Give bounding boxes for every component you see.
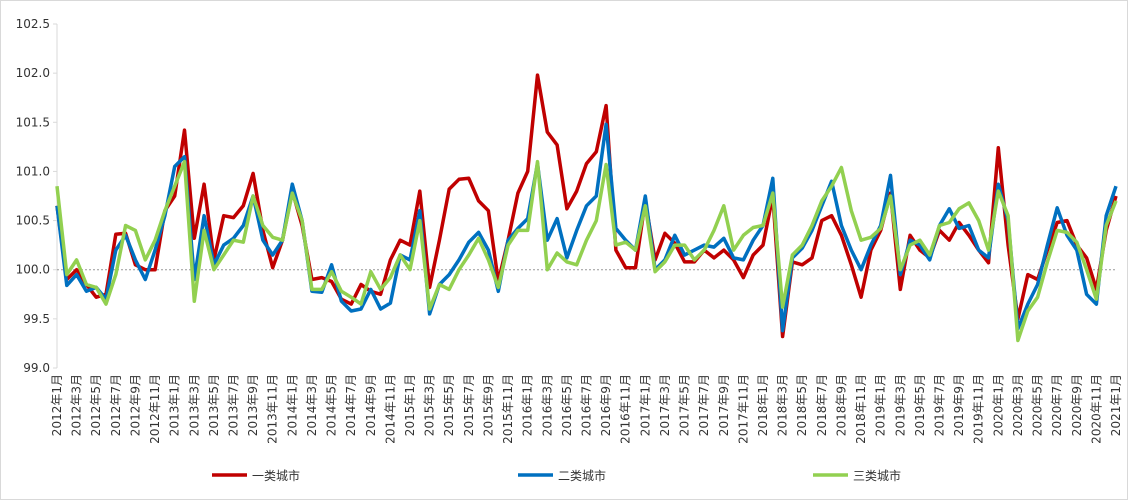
x-tick-label: 2015年11月 xyxy=(501,374,515,444)
x-tick-label: 2013年5月 xyxy=(207,374,221,436)
x-tick-label: 2013年9月 xyxy=(246,374,260,436)
x-tick-label: 2019年9月 xyxy=(952,374,966,436)
x-tick-label: 2013年1月 xyxy=(168,374,182,436)
x-tick-label: 2020年7月 xyxy=(1050,374,1064,436)
x-tick-label: 2015年9月 xyxy=(481,374,495,436)
y-tick-label: 102.5 xyxy=(16,17,50,31)
x-tick-label: 2017年1月 xyxy=(638,374,652,436)
y-tick-label: 100.0 xyxy=(16,263,50,277)
x-tick-label: 2019年11月 xyxy=(972,374,986,444)
x-tick-label: 2014年5月 xyxy=(325,374,339,436)
x-tick-label: 2016年9月 xyxy=(599,374,613,436)
x-tick-label: 2012年5月 xyxy=(89,374,103,436)
y-tick-label: 99.0 xyxy=(23,361,50,375)
x-tick-label: 2015年7月 xyxy=(462,374,476,436)
x-tick-label: 2017年11月 xyxy=(736,374,750,444)
x-tick-label: 2020年11月 xyxy=(1089,374,1103,444)
x-tick-label: 2012年9月 xyxy=(128,374,142,436)
x-tick-label: 2017年9月 xyxy=(717,374,731,436)
x-tick-label: 2012年1月 xyxy=(50,374,64,436)
x-tick-label: 2017年7月 xyxy=(697,374,711,436)
x-tick-label: 2020年3月 xyxy=(1011,374,1025,436)
x-tick-label: 2013年11月 xyxy=(266,374,280,444)
x-tick-label: 2018年3月 xyxy=(776,374,790,436)
y-tick-label: 102.0 xyxy=(16,66,50,80)
x-tick-label: 2014年3月 xyxy=(305,374,319,436)
x-tick-label: 2020年1月 xyxy=(991,374,1005,436)
y-tick-label: 101.5 xyxy=(16,115,50,129)
x-tick-label: 2014年1月 xyxy=(285,374,299,436)
x-tick-label: 2013年7月 xyxy=(227,374,241,436)
x-tick-label: 2021年1月 xyxy=(1109,374,1123,436)
legend-label: 三类城市 xyxy=(853,468,901,483)
x-tick-label: 2016年5月 xyxy=(560,374,574,436)
x-tick-label: 2017年5月 xyxy=(678,374,692,436)
series-line xyxy=(55,159,1118,343)
x-tick-label: 2019年1月 xyxy=(874,374,888,436)
x-tick-label: 2019年7月 xyxy=(933,374,947,436)
x-tick-label: 2012年3月 xyxy=(70,374,84,436)
x-tick-label: 2015年1月 xyxy=(403,374,417,436)
x-tick-label: 2012年7月 xyxy=(109,374,123,436)
y-tick-label: 100.5 xyxy=(16,214,50,228)
x-tick-label: 2018年11月 xyxy=(854,374,868,444)
x-tick-label: 2016年1月 xyxy=(521,374,535,436)
x-tick-label: 2020年9月 xyxy=(1070,374,1084,436)
legend-label: 一类城市 xyxy=(252,468,300,483)
x-tick-label: 2020年5月 xyxy=(1031,374,1045,436)
x-tick-label: 2018年9月 xyxy=(834,374,848,436)
x-tick-label: 2019年5月 xyxy=(913,374,927,436)
x-tick-label: 2019年3月 xyxy=(893,374,907,436)
x-tick-label: 2018年1月 xyxy=(756,374,770,436)
x-tick-label: 2014年9月 xyxy=(364,374,378,436)
x-tick-label: 2017年3月 xyxy=(658,374,672,436)
x-tick-label: 2018年5月 xyxy=(795,374,809,436)
x-tick-label: 2014年7月 xyxy=(344,374,358,436)
y-tick-label: 99.5 xyxy=(23,312,50,326)
x-tick-label: 2015年3月 xyxy=(423,374,437,436)
x-tick-label: 2016年7月 xyxy=(580,374,594,436)
x-tick-label: 2015年5月 xyxy=(442,374,456,436)
x-tick-label: 2013年3月 xyxy=(187,374,201,436)
y-tick-label: 101.0 xyxy=(16,164,50,178)
x-tick-label: 2018年7月 xyxy=(815,374,829,436)
x-tick-label: 2016年3月 xyxy=(540,374,554,436)
x-tick-label: 2014年11月 xyxy=(383,374,397,444)
x-tick-label: 2012年11月 xyxy=(148,374,162,444)
legend-label: 二类城市 xyxy=(558,468,606,483)
x-tick-label: 2016年11月 xyxy=(619,374,633,444)
